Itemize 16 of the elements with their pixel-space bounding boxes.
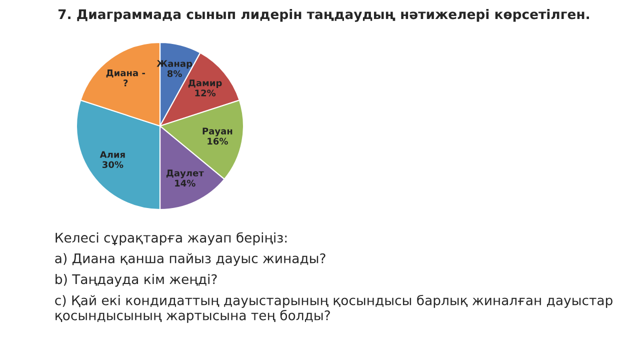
slice-label: Даулет [166,170,204,178]
data-label: 14% [175,180,196,187]
text: 7. Диаграммада сынып лидерін таңдаудың нәтижелері көрсетілген. [58,9,589,22]
data-label: 30% [102,161,124,168]
text: Келесі сұрақтарға жауап беріңіз: [56,232,287,246]
data-label: ? [124,80,128,86]
slice-label: Алия [100,151,125,158]
text: c) Қай екі кондидаттың дауыстарының қосындысы барлық жиналған дауыстар қосындысының жартысына тең болды? [55,294,612,323]
data-label: 12% [195,90,216,96]
slice-label: Диана - [106,70,145,78]
text: a) Диана қанша пайыз дауыс жинады? [55,253,326,266]
data-label: 8% [167,70,182,78]
slice-label: Дамир [188,80,222,88]
text: b) Таңдауда кім жеңді? [56,274,217,287]
slice-label: Рауан [202,128,232,136]
data-label: 16% [208,138,228,145]
